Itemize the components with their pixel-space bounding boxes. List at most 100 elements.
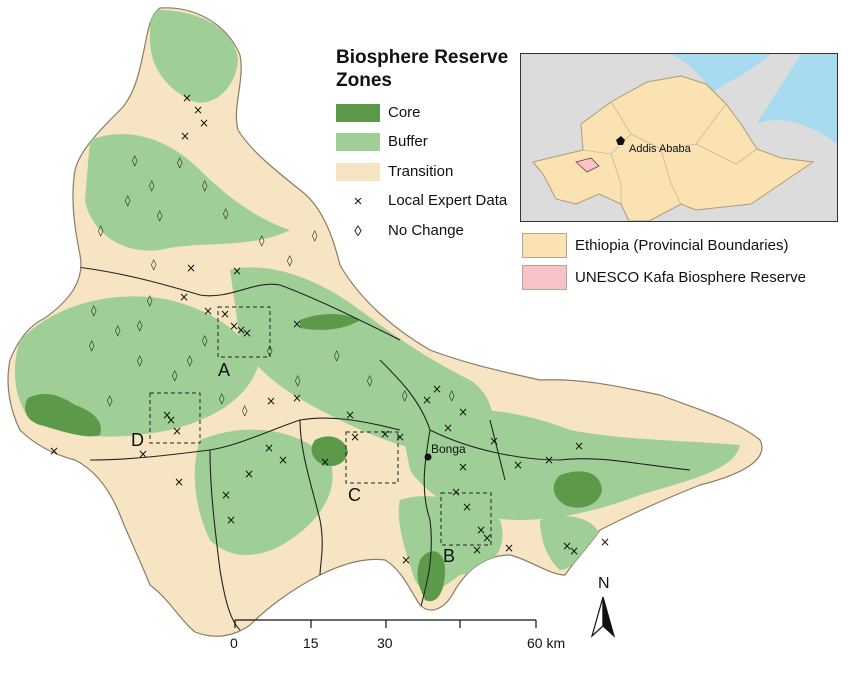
study-area-label-d: D xyxy=(131,430,144,450)
legend-label-no-change: No Change xyxy=(388,222,464,239)
no-change-marker: ◊ xyxy=(172,369,178,382)
local-expert-marker: × xyxy=(203,304,213,318)
local-expert-marker: × xyxy=(49,444,59,458)
local-expert-marker: × xyxy=(320,455,330,469)
local-expert-marker: × xyxy=(229,319,239,333)
local-expert-marker: × xyxy=(451,485,461,499)
scale-bar: 0 15 30 60 km xyxy=(230,619,565,651)
north-arrow: N xyxy=(590,575,616,638)
no-change-marker: ◊ xyxy=(259,234,265,247)
local-expert-marker: × xyxy=(292,317,302,331)
local-expert-marker: × xyxy=(220,307,230,321)
no-change-markers: ◊ ◊ ◊ ◊ ◊ ◊ ◊ ◊ ◊ ◊ ◊ ◊ ◊ ◊ ◊ ◊ ◊ ◊ ◊ ◊ ◊ ◊ ◊ ◊ ◊ ◊ ◊ ◊ ◊ ◊ xyxy=(89,154,455,417)
local-expert-marker: × xyxy=(513,458,523,472)
legend-title: Biosphere Reserve Zones xyxy=(336,46,508,92)
no-change-marker: ◊ xyxy=(334,349,340,362)
no-change-marker: ◊ xyxy=(137,319,143,332)
local-expert-marker: × xyxy=(193,103,203,117)
local-expert-marker: × xyxy=(458,460,468,474)
local-expert-marker: × xyxy=(482,531,492,545)
local-expert-marker: × xyxy=(476,523,486,537)
scale-tick-60: 60 km xyxy=(527,635,565,651)
local-expert-marker: × xyxy=(395,430,405,444)
no-change-marker: ◊ xyxy=(202,334,208,347)
no-change-marker: ◊ xyxy=(125,194,131,207)
inset-legend-reserve: UNESCO Kafa Biosphere Reserve xyxy=(522,265,806,290)
no-change-marker: ◊ xyxy=(132,154,138,167)
no-change-marker: ◊ xyxy=(115,324,121,337)
diamond-icon: ◊ xyxy=(354,222,362,240)
local-expert-marker: × xyxy=(236,323,246,337)
local-expert-marker: × xyxy=(278,453,288,467)
inset-city-label: Addis Ababa xyxy=(629,143,692,155)
legend-title-line-1: Biosphere Reserve xyxy=(336,47,509,68)
district-boundaries xyxy=(59,264,691,631)
local-expert-marker: × xyxy=(179,290,189,304)
study-area-label-a: A xyxy=(218,360,230,380)
local-expert-data-markers: ×××××××××× ×××××× ××× ××××××× ×××××××× × ×××××… xyxy=(49,91,610,567)
local-expert-marker: × xyxy=(162,408,172,422)
legend-label-local-expert: Local Expert Data xyxy=(388,192,508,209)
local-expert-marker: × xyxy=(544,453,554,467)
scale-tick-30: 30 xyxy=(377,635,393,651)
local-expert-marker: × xyxy=(462,500,472,514)
study-area-boxes xyxy=(149,306,492,546)
no-change-marker: ◊ xyxy=(149,179,155,192)
no-change-marker: ◊ xyxy=(242,404,248,417)
legend-item-buffer xyxy=(336,131,380,153)
local-expert-marker: × xyxy=(186,261,196,275)
no-change-marker: ◊ xyxy=(202,179,208,192)
local-expert-marker: × xyxy=(600,535,610,549)
bonga-town-label: Bonga xyxy=(431,442,466,456)
buffer-swatch xyxy=(336,133,380,151)
study-area-label-c: C xyxy=(348,485,361,505)
local-expert-marker: × xyxy=(180,129,190,143)
legend-title-line-2: Zones xyxy=(336,70,392,91)
zone-patches xyxy=(14,9,740,602)
no-change-marker: ◊ xyxy=(137,354,143,367)
no-change-marker: ◊ xyxy=(151,258,157,271)
local-expert-marker: × xyxy=(574,439,584,453)
no-change-marker: ◊ xyxy=(287,254,293,267)
legend-label-transition: Transition xyxy=(388,163,454,180)
no-change-marker: ◊ xyxy=(223,207,229,220)
no-change-marker: ◊ xyxy=(187,354,193,367)
local-expert-marker: × xyxy=(182,91,192,105)
bonga-town-marker xyxy=(424,453,432,461)
no-change-marker: ◊ xyxy=(157,209,163,222)
inset-legend-label-reserve: UNESCO Kafa Biosphere Reserve xyxy=(575,269,806,286)
local-expert-marker: × xyxy=(174,475,184,489)
no-change-marker: ◊ xyxy=(107,394,113,407)
local-expert-marker: × xyxy=(345,408,355,422)
reserve-swatch xyxy=(522,265,567,290)
local-expert-marker: × xyxy=(221,488,231,502)
no-change-marker: ◊ xyxy=(367,374,373,387)
no-change-marker: ◊ xyxy=(312,229,318,242)
local-expert-marker: × xyxy=(432,382,442,396)
no-change-marker: ◊ xyxy=(91,304,97,317)
legend-item-local-expert: × xyxy=(336,190,380,212)
no-change-marker: ◊ xyxy=(402,389,408,402)
local-expert-marker: × xyxy=(242,326,252,340)
local-expert-marker: × xyxy=(266,394,276,408)
local-expert-marker: × xyxy=(244,467,254,481)
local-expert-marker: × xyxy=(569,544,579,558)
local-expert-marker: × xyxy=(166,413,176,427)
study-area-label-b: B xyxy=(443,546,455,566)
legend-label-buffer: Buffer xyxy=(388,133,428,150)
core-swatch xyxy=(336,104,380,122)
local-expert-marker: × xyxy=(401,553,411,567)
legend-item-core xyxy=(336,102,380,124)
local-expert-marker: × xyxy=(264,441,274,455)
local-expert-marker: × xyxy=(380,427,390,441)
local-expert-marker: × xyxy=(422,393,432,407)
legend-label-core: Core xyxy=(388,104,421,121)
scale-tick-0: 0 xyxy=(230,635,238,651)
local-expert-marker: × xyxy=(504,541,514,555)
local-expert-marker: × xyxy=(172,424,182,438)
local-expert-marker: × xyxy=(489,434,499,448)
local-expert-marker: × xyxy=(472,543,482,557)
no-change-marker: ◊ xyxy=(219,392,225,405)
inset-legend-ethiopia: Ethiopia (Provincial Boundaries) xyxy=(522,233,788,258)
no-change-marker: ◊ xyxy=(295,374,301,387)
